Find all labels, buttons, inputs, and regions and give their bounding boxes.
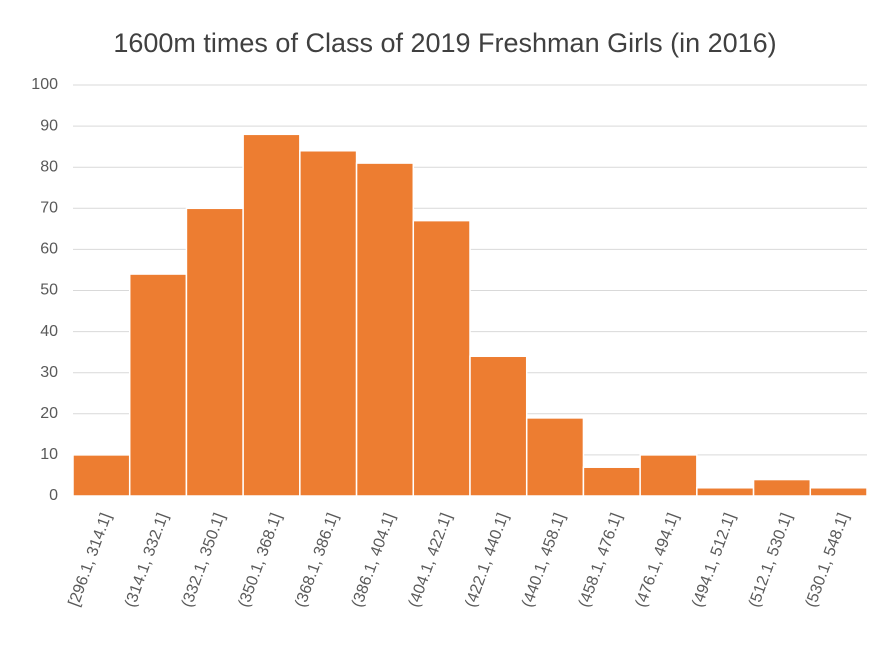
bar [128,273,188,497]
y-tick-label: 100 [31,76,58,93]
bar [752,478,812,497]
y-tick-label: 10 [40,446,58,463]
bar [639,454,698,497]
y-tick-label: 70 [40,200,58,217]
bar [582,466,641,497]
bar [412,219,471,497]
bar [696,487,755,497]
bar [469,355,528,497]
y-tick-label: 0 [49,487,58,504]
chart-title: 1600m times of Class of 2019 Freshman Gi… [113,28,776,58]
bar [525,417,585,497]
bar [185,207,244,497]
bar [809,487,868,497]
bar [299,150,358,497]
y-tick-label: 30 [40,364,58,381]
bar [72,454,131,497]
y-tick-label: 60 [40,241,58,258]
bar [242,133,301,497]
y-tick-label: 20 [40,405,58,422]
y-tick-label: 80 [40,158,58,175]
bar [355,162,415,497]
y-tick-label: 50 [40,282,58,299]
y-tick-label: 40 [40,323,58,340]
y-tick-label: 90 [40,117,58,134]
